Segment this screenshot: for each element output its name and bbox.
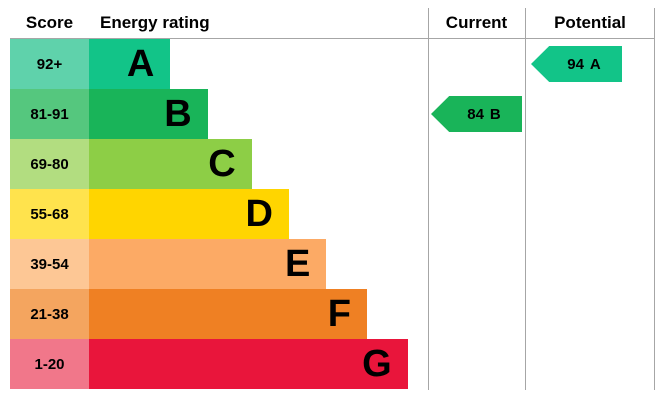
band-score-label: 69-80 [30,155,69,173]
potential-rating-arrow: 94 A [531,46,622,82]
chart-right-border [654,8,655,390]
band-bar-area: E [89,239,428,289]
potential-value: 94 [567,55,584,73]
band-score-label: 81-91 [30,105,69,123]
header-energy-rating-label: Energy rating [100,13,210,32]
band-bar-area: C [89,139,428,189]
band-row: 55-68 D [10,189,428,239]
band-bar-area: G [89,339,428,389]
band-score-label: 21-38 [30,305,69,323]
band-letter: F [327,293,351,335]
band-letter: D [245,193,273,235]
band-bar: A [89,39,171,89]
band-bar: B [89,89,208,139]
band-score-cell: 55-68 [10,189,89,239]
band-letter: A [126,43,155,85]
band-score-label: 92+ [36,55,63,73]
band-bar: F [89,289,367,339]
band-letter: E [284,243,311,285]
band-bar: C [89,139,252,189]
potential-band-letter: A [589,55,601,73]
band-bar: D [89,189,289,239]
band-score-label: 39-54 [30,255,69,273]
band-score-cell: 81-91 [10,89,89,139]
band-row: 92+ A [10,39,428,89]
current-band-letter: B [489,105,501,123]
band-letter: G [362,343,392,385]
band-bar-area: F [89,289,428,339]
band-letter: B [164,93,192,135]
header-current-label: Current [445,13,508,32]
band-row: 69-80 C [10,139,428,189]
band-row: 21-38 F [10,289,428,339]
band-bar: G [89,339,408,389]
band-score-cell: 1-20 [10,339,89,389]
band-row: 81-91 B [10,89,428,139]
band-score-cell: 39-54 [10,239,89,289]
band-row: 1-20 G [10,339,428,389]
column-divider-potential [525,8,526,390]
current-value: 84 [467,105,484,123]
header-potential-label: Potential [554,13,626,32]
bands: 92+ A 81-91 B 69-80 [10,39,428,389]
column-divider-current [428,8,429,390]
band-score-cell: 21-38 [10,289,89,339]
band-bar: E [89,239,327,289]
band-score-cell: 69-80 [10,139,89,189]
band-bar-area: A [89,39,428,89]
header-row: Score Energy rating Current Potential [10,8,655,38]
header-score-label: Score [25,13,74,32]
current-rating-arrow: 84 B [431,96,522,132]
band-bar-area: D [89,189,428,239]
band-bar-area: B [89,89,428,139]
header-underline [10,38,655,39]
band-row: 39-54 E [10,239,428,289]
band-score-label: 1-20 [34,355,65,373]
band-score-cell: 92+ [10,39,89,89]
band-letter: C [208,143,236,185]
band-score-label: 55-68 [30,205,69,223]
